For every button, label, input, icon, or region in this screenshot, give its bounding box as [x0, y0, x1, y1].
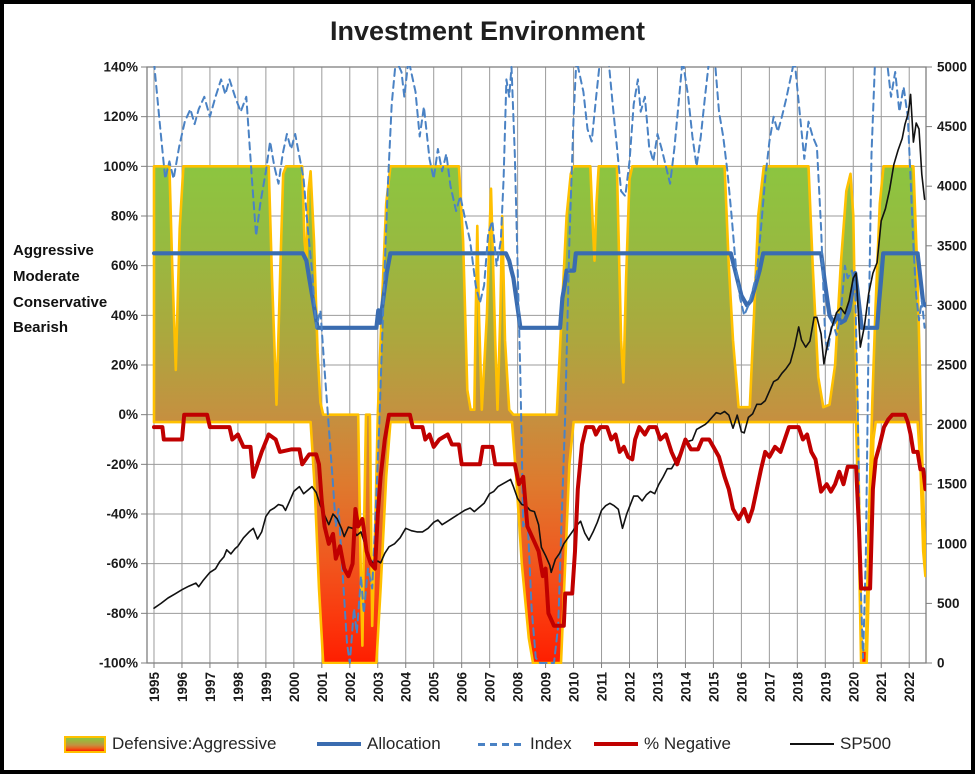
category-label-aggressive: Aggressive: [13, 242, 94, 259]
x-axis-tick: 2022: [902, 672, 917, 702]
left-axis-tick: 120%: [103, 109, 138, 124]
axis-labels: 140% 120% 100% 80% 60% 40% 20% 0% -20% -40% -60% -8…: [99, 60, 967, 703]
band-swatch-icon: [64, 735, 106, 753]
line-swatch-icon: [594, 742, 638, 746]
x-axis-tick: 2016: [734, 672, 749, 703]
left-axis-tick: -20%: [106, 457, 138, 472]
right-axis-tick: 2000: [937, 417, 967, 432]
category-label-moderate: Moderate: [13, 268, 80, 285]
negative-line: [152, 412, 926, 628]
left-axis-tick: 60%: [111, 258, 138, 273]
x-axis-tick: 1996: [175, 672, 190, 703]
category-label-bearish: Bearish: [13, 319, 69, 336]
x-axis-tick: 1997: [203, 672, 218, 702]
chart-plot-area: 140% 120% 100% 80% 60% 40% 20% 0% -20% -40% -60% -8…: [4, 4, 971, 770]
x-axis-tick: 2009: [539, 672, 554, 702]
legend-item-sp500: SP500: [790, 730, 891, 758]
x-axis-tick: 2005: [427, 672, 442, 703]
right-axis-tick: 2500: [937, 358, 967, 373]
left-axis-tick: 20%: [111, 358, 138, 373]
right-axis-tick: 1000: [937, 536, 967, 551]
left-axis-tick: -80%: [106, 606, 138, 621]
index-line: [153, 66, 926, 664]
x-axis-tick: 2010: [567, 672, 582, 702]
right-axis-tick: 3500: [937, 238, 967, 253]
x-axis-tick: 2007: [483, 672, 498, 702]
right-axis-tick: 0: [937, 656, 945, 671]
x-axis-tick: 2015: [706, 672, 721, 703]
left-axis-tick: -40%: [106, 507, 138, 522]
x-axis-tick: 2021: [874, 672, 889, 703]
x-axis-tick: 2003: [371, 672, 386, 703]
category-label-conservative: Conservative: [13, 294, 108, 311]
x-axis-tick: 2008: [511, 672, 526, 703]
left-axis-tick: 80%: [111, 209, 138, 224]
left-axis-tick: 40%: [111, 308, 138, 323]
x-axis-tick: 2001: [315, 672, 330, 703]
sp500-line: [153, 93, 926, 609]
legend-item-allocation: Allocation: [317, 730, 441, 758]
right-axis-tick: 1500: [937, 477, 967, 492]
legend-label: SP500: [840, 734, 892, 753]
left-axis-tick: -100%: [99, 656, 138, 671]
x-axis-tick: 1998: [231, 672, 246, 703]
left-axis-tick: -60%: [106, 556, 138, 571]
x-axis-tick: 2006: [455, 672, 470, 703]
left-axis-tick: 0%: [118, 407, 138, 422]
right-axis-tick: 5000: [937, 60, 967, 75]
chart-legend: Defensive:Aggressive Allocation Index % …: [4, 730, 971, 764]
x-axis-tick: 2011: [595, 672, 610, 702]
dashed-swatch-icon: [478, 742, 524, 746]
legend-item-defensive-aggressive: Defensive:Aggressive: [64, 730, 276, 758]
defensive-aggressive-band: [152, 165, 926, 664]
x-axis-tick: 2013: [650, 672, 665, 703]
allocation-line: [151, 251, 926, 330]
x-axis-tick: 2004: [399, 672, 414, 703]
x-axis-tick: 2018: [790, 672, 805, 703]
investment-environment-chart: 140% 120% 100% 80% 60% 40% 20% 0% -20% -40% -60% -8…: [99, 60, 967, 703]
legend-label: % Negative: [644, 734, 731, 753]
legend-item-index: Index: [478, 730, 572, 758]
left-axis-tick: 140%: [103, 60, 138, 75]
left-axis-tick: 100%: [103, 159, 138, 174]
x-axis-tick: 2017: [762, 672, 777, 702]
x-axis-tick: 2020: [846, 672, 861, 702]
x-axis-tick: 2019: [818, 672, 833, 702]
x-axis-tick: 2002: [343, 672, 358, 702]
x-axis-tick: 2012: [623, 672, 638, 702]
legend-item-negative: % Negative: [594, 730, 731, 758]
legend-label: Index: [530, 734, 572, 753]
legend-label: Defensive:Aggressive: [112, 734, 277, 753]
x-axis-tick: 1995: [147, 672, 162, 703]
chart-title: Investment Environment: [329, 16, 646, 46]
right-axis-tick: 4500: [937, 119, 967, 134]
line-swatch-icon: [790, 743, 834, 745]
x-axis-tick: 1999: [259, 672, 274, 702]
line-swatch-icon: [317, 742, 361, 746]
right-axis-tick: 4000: [937, 179, 967, 194]
right-axis-tick: 500: [937, 596, 960, 611]
x-axis-tick: 2014: [678, 672, 693, 703]
right-axis-tick: 3000: [937, 298, 967, 313]
x-axis-tick: 2000: [287, 672, 302, 702]
series-layer: [151, 66, 926, 664]
legend-label: Allocation: [367, 734, 441, 753]
